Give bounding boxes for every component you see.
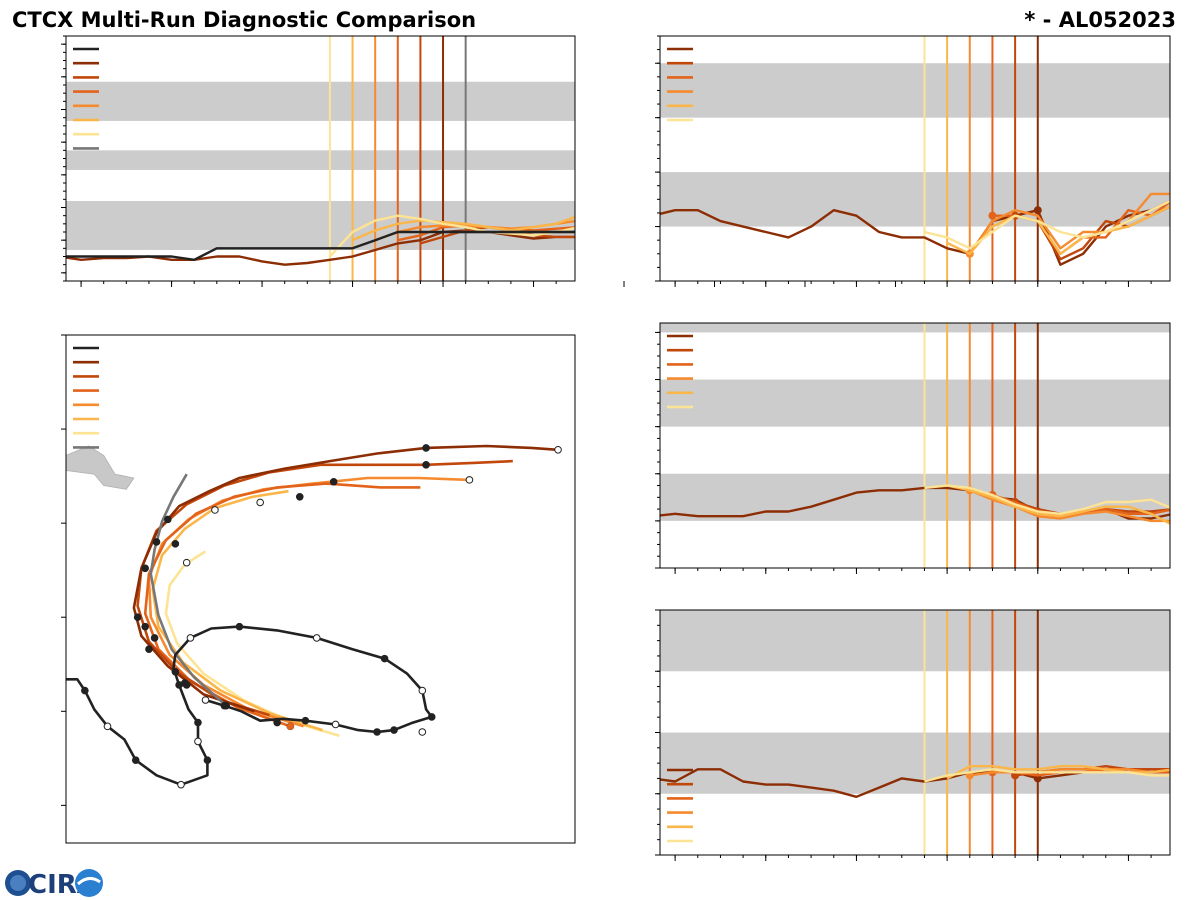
init-marker-12z-20-jul — [988, 211, 997, 220]
intensity-panel — [61, 35, 896, 287]
track-position-marker — [145, 645, 153, 654]
axes-frame — [65, 334, 576, 844]
series-line-00z-21-jul — [660, 768, 1170, 798]
series-line-best — [66, 230, 575, 261]
series-group — [66, 214, 575, 266]
legend — [667, 768, 693, 843]
shade-band — [66, 200, 575, 250]
track-panel — [61, 334, 576, 844]
track-position-marker — [194, 737, 202, 746]
shade-band — [660, 323, 1170, 333]
track-position-marker — [177, 780, 185, 789]
series-group — [660, 765, 1170, 798]
track-position-marker — [380, 654, 389, 663]
track-position-marker — [150, 634, 159, 642]
track-line-00z-20-jul — [151, 489, 323, 732]
track-position-marker — [554, 445, 562, 454]
track-position-marker — [131, 756, 140, 765]
track-position-marker — [422, 444, 430, 452]
track-position-marker — [171, 540, 180, 548]
series-line-18z-20-jul — [1014, 205, 1170, 261]
rh-panel — [655, 609, 1171, 861]
track-position-marker — [301, 716, 310, 725]
track-position-marker — [164, 515, 172, 524]
track-position-marker — [418, 686, 427, 695]
track-position-marker — [373, 728, 381, 736]
logo-globe-right — [75, 869, 103, 897]
track-position-marker — [427, 713, 436, 721]
land-newfoundland — [66, 445, 135, 490]
series-group — [660, 192, 1170, 266]
series-group — [660, 484, 1170, 525]
track-position-marker — [103, 722, 112, 731]
series-line-06z-20-jul — [968, 192, 1170, 255]
track-position-marker — [273, 718, 281, 727]
track-position-marker — [256, 498, 264, 507]
shade-band — [660, 732, 1170, 794]
shade-band — [660, 172, 1170, 227]
track-position-marker — [329, 477, 338, 486]
legend — [667, 47, 693, 122]
track-map — [66, 444, 562, 789]
series-line-18z-19-jul — [924, 199, 1170, 250]
track-line-18z-19-jul — [164, 550, 340, 738]
track-position-marker — [141, 622, 149, 631]
track-line-best — [66, 625, 433, 786]
track-position-marker — [186, 634, 195, 642]
shear-panel — [655, 35, 1171, 287]
track-position-marker — [152, 538, 161, 546]
series-line-18z-19-jul — [924, 484, 1170, 515]
track-position-marker — [235, 622, 244, 631]
axes-frame — [659, 322, 1171, 569]
figure-title: CTCX Multi-Run Diagnostic Comparison — [12, 8, 476, 32]
track-position-marker — [201, 696, 210, 704]
legend — [667, 334, 693, 409]
legend — [73, 47, 99, 150]
track-position-marker — [418, 728, 427, 736]
shade-band — [66, 81, 575, 121]
track-position-marker — [81, 686, 89, 695]
series-line-06z-20-jul — [969, 489, 1170, 523]
storm-id: * - AL052023 — [1024, 8, 1176, 32]
legend — [73, 346, 99, 449]
shade-band — [66, 150, 575, 170]
track-position-marker — [194, 718, 202, 727]
track-line-ofcl — [149, 473, 228, 707]
track-position-marker — [182, 681, 191, 689]
track-line-18z-20-jul — [136, 459, 513, 717]
series-line-18z-19-jul — [924, 768, 1170, 783]
shade-band — [660, 379, 1170, 427]
shade-band — [660, 610, 1170, 672]
track-position-marker — [295, 493, 304, 501]
series-line-00z-20-jul — [946, 765, 1170, 780]
logo-swoosh — [76, 877, 101, 886]
track-position-marker — [133, 613, 142, 622]
track-position-marker — [390, 726, 398, 734]
cira-logo: CIRA — [5, 869, 103, 900]
track-position-marker — [331, 720, 340, 729]
init-marker-00z-21-jul — [1033, 206, 1042, 215]
track-position-marker — [182, 558, 191, 567]
series-line-00z-20-jul — [946, 484, 1170, 525]
track-position-marker — [175, 681, 183, 689]
track-position-marker — [203, 756, 212, 765]
shade-band — [660, 63, 1170, 118]
track-position-marker — [171, 667, 180, 676]
track-position-marker — [465, 476, 474, 484]
series-line-18z-19-jul — [329, 214, 575, 258]
track-position-marker — [220, 701, 229, 710]
track-position-marker — [312, 634, 321, 642]
track-position-marker — [422, 461, 430, 469]
track-position-marker — [211, 506, 219, 514]
track-init-dot — [286, 722, 294, 730]
track-position-marker — [141, 564, 149, 573]
sst-panel — [655, 322, 1171, 574]
init-marker-00z-21-jul — [1033, 774, 1042, 783]
logo-globe-inner — [10, 875, 26, 891]
series-line-06z-20-jul — [969, 768, 1170, 777]
